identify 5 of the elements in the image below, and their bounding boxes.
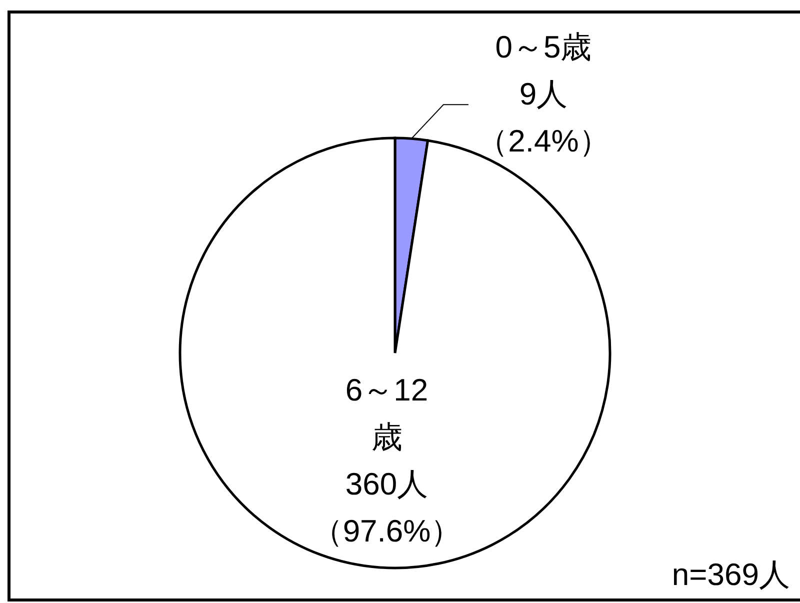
slice-label: 0～5歳 bbox=[495, 30, 592, 65]
data-label: 9人（2.4%） bbox=[477, 76, 610, 159]
text: n=369人 bbox=[672, 557, 790, 592]
data-label: 360人（97.6%） bbox=[312, 466, 462, 549]
slice-label: 6～12歳 bbox=[345, 372, 428, 455]
